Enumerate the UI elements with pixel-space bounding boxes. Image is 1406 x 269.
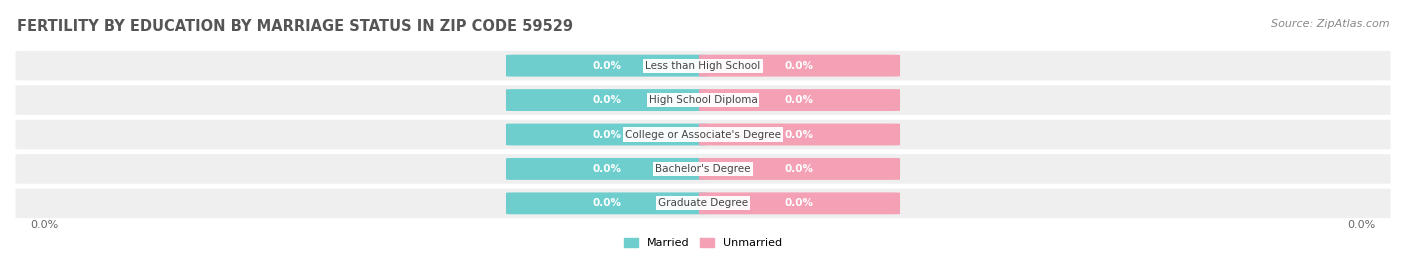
Text: 0.0%: 0.0% bbox=[592, 95, 621, 105]
FancyBboxPatch shape bbox=[14, 49, 1392, 82]
FancyBboxPatch shape bbox=[699, 192, 900, 214]
Text: Bachelor's Degree: Bachelor's Degree bbox=[655, 164, 751, 174]
FancyBboxPatch shape bbox=[506, 192, 707, 214]
FancyBboxPatch shape bbox=[506, 89, 707, 111]
FancyBboxPatch shape bbox=[506, 55, 707, 77]
Text: Graduate Degree: Graduate Degree bbox=[658, 198, 748, 208]
Text: 0.0%: 0.0% bbox=[592, 61, 621, 71]
Text: College or Associate's Degree: College or Associate's Degree bbox=[626, 129, 780, 140]
Text: Source: ZipAtlas.com: Source: ZipAtlas.com bbox=[1271, 19, 1389, 29]
FancyBboxPatch shape bbox=[699, 158, 900, 180]
Text: 0.0%: 0.0% bbox=[592, 164, 621, 174]
Text: 0.0%: 0.0% bbox=[785, 198, 814, 208]
Text: 0.0%: 0.0% bbox=[785, 61, 814, 71]
Text: FERTILITY BY EDUCATION BY MARRIAGE STATUS IN ZIP CODE 59529: FERTILITY BY EDUCATION BY MARRIAGE STATU… bbox=[17, 19, 572, 34]
FancyBboxPatch shape bbox=[506, 123, 707, 146]
Text: 0.0%: 0.0% bbox=[785, 164, 814, 174]
Text: High School Diploma: High School Diploma bbox=[648, 95, 758, 105]
Text: 0.0%: 0.0% bbox=[592, 129, 621, 140]
FancyBboxPatch shape bbox=[506, 158, 707, 180]
Text: 0.0%: 0.0% bbox=[1347, 220, 1375, 230]
Text: 0.0%: 0.0% bbox=[592, 198, 621, 208]
FancyBboxPatch shape bbox=[14, 118, 1392, 151]
Legend: Married, Unmarried: Married, Unmarried bbox=[620, 233, 786, 253]
FancyBboxPatch shape bbox=[14, 84, 1392, 116]
Text: Less than High School: Less than High School bbox=[645, 61, 761, 71]
FancyBboxPatch shape bbox=[699, 89, 900, 111]
Text: 0.0%: 0.0% bbox=[31, 220, 59, 230]
Text: 0.0%: 0.0% bbox=[785, 95, 814, 105]
Text: 0.0%: 0.0% bbox=[785, 129, 814, 140]
FancyBboxPatch shape bbox=[699, 55, 900, 77]
FancyBboxPatch shape bbox=[14, 153, 1392, 185]
FancyBboxPatch shape bbox=[699, 123, 900, 146]
FancyBboxPatch shape bbox=[14, 187, 1392, 220]
